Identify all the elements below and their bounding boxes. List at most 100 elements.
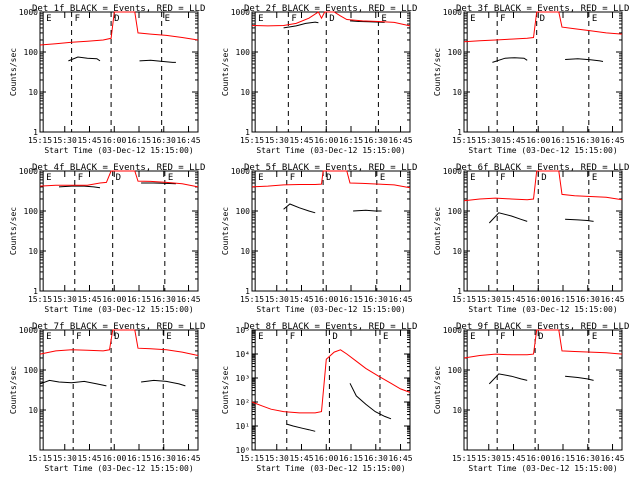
y-tick-label: 1000 bbox=[231, 8, 250, 17]
series-black-line bbox=[68, 56, 101, 62]
x-tick-label: 15:45 bbox=[77, 136, 101, 145]
y-tick-label: 100 bbox=[24, 207, 39, 216]
x-tick-label: 15:30 bbox=[477, 295, 501, 304]
marker-label: E bbox=[470, 14, 475, 24]
x-axis-label: Start Time (03-Dec-12 15:15:00) bbox=[468, 146, 617, 155]
y-tick-label: 1000 bbox=[443, 326, 462, 335]
y-tick-label: 1 bbox=[33, 287, 38, 296]
y-tick-label: 1000 bbox=[443, 167, 462, 176]
x-tick-label: 15:15 bbox=[240, 136, 264, 145]
series-red-line bbox=[463, 170, 623, 202]
marker-label: E bbox=[46, 332, 51, 342]
x-tick-label: 16:00 bbox=[102, 136, 126, 145]
series-black-line bbox=[141, 182, 176, 185]
y-axis-label: Counts/sec bbox=[221, 366, 230, 414]
x-tick-label: 16:45 bbox=[600, 295, 624, 304]
y-tick-label: 100 bbox=[448, 366, 463, 375]
marker-label: E bbox=[258, 332, 263, 342]
y-tick-label: 100 bbox=[448, 207, 463, 216]
y-axis-label: Counts/sec bbox=[221, 207, 230, 255]
series-black-line bbox=[353, 209, 382, 212]
plot-frame bbox=[251, 170, 411, 292]
x-tick-label: 16:30 bbox=[576, 136, 600, 145]
plot-frame bbox=[39, 329, 199, 451]
y-axis-label: Counts/sec bbox=[9, 48, 18, 96]
x-tick-label: 16:15 bbox=[551, 454, 575, 463]
x-tick-label: 15:45 bbox=[501, 295, 525, 304]
x-axis-label: Start Time (03-Dec-12 15:15:00) bbox=[256, 464, 405, 473]
series-black-line bbox=[565, 58, 604, 62]
marker-label: F bbox=[500, 332, 505, 342]
y-tick-label: 10⁰ bbox=[236, 446, 250, 455]
marker-label: E bbox=[380, 173, 385, 183]
x-tick-label: 15:30 bbox=[53, 136, 77, 145]
chart-title: Det 2f BLACK = Events, RED = LLD bbox=[244, 4, 417, 14]
series-black-line bbox=[488, 373, 528, 385]
plot-frame bbox=[463, 170, 623, 292]
y-axis-label: Counts/sec bbox=[433, 366, 442, 414]
chart-title: Det 3f BLACK = Events, RED = LLD bbox=[456, 4, 629, 14]
x-tick-label: 16:00 bbox=[102, 454, 126, 463]
series-red-line bbox=[39, 329, 199, 356]
marker-label: F bbox=[78, 173, 83, 183]
plot-frame bbox=[463, 329, 623, 451]
x-tick-label: 15:15 bbox=[240, 454, 264, 463]
x-tick-label: 16:00 bbox=[102, 295, 126, 304]
y-tick-label: 100 bbox=[24, 48, 39, 57]
x-axis-label: Start Time (03-Dec-12 15:15:00) bbox=[44, 464, 193, 473]
chart-panel-7: Det 7f BLACK = Events, RED = LLD 10 100 100… bbox=[9, 322, 205, 473]
y-tick-label: 1000 bbox=[19, 8, 38, 17]
plot-frame bbox=[251, 329, 411, 451]
y-tick-label: 1000 bbox=[19, 326, 38, 335]
x-tick-label: 15:45 bbox=[289, 295, 313, 304]
series-red-line bbox=[463, 329, 623, 359]
x-tick-label: 15:45 bbox=[289, 454, 313, 463]
y-tick-label: 1 bbox=[457, 287, 462, 296]
series-black-line bbox=[139, 59, 176, 63]
marker-label: E bbox=[470, 332, 475, 342]
marker-label: D bbox=[114, 332, 119, 342]
marker-label: F bbox=[75, 14, 80, 24]
y-axis-label: Counts/sec bbox=[221, 48, 230, 96]
x-tick-label: 16:45 bbox=[176, 136, 200, 145]
chart-panel-3: Det 3f BLACK = Events, RED = LLD 1 10 100 10… bbox=[433, 4, 629, 155]
marker-label: E bbox=[470, 173, 475, 183]
y-tick-label: 10³ bbox=[236, 374, 250, 383]
y-tick-label: 1000 bbox=[443, 8, 462, 17]
y-tick-label: 1 bbox=[33, 128, 38, 137]
y-tick-label: 1000 bbox=[19, 167, 38, 176]
marker-label: E bbox=[46, 14, 51, 24]
plot-frame bbox=[463, 11, 623, 133]
x-tick-label: 16:45 bbox=[176, 295, 200, 304]
x-axis-label: Start Time (03-Dec-12 15:15:00) bbox=[44, 305, 193, 314]
series-black-line bbox=[488, 212, 528, 224]
marker-label: F bbox=[76, 332, 81, 342]
x-tick-label: 16:00 bbox=[526, 454, 550, 463]
chart-panel-6: Det 6f BLACK = Events, RED = LLD 1 10 100 10… bbox=[433, 163, 629, 314]
series-red-line bbox=[39, 170, 199, 188]
x-tick-label: 15:30 bbox=[477, 454, 501, 463]
y-tick-label: 10 bbox=[240, 88, 250, 97]
x-tick-label: 16:00 bbox=[526, 295, 550, 304]
chart-panel-4: Det 4f BLACK = Events, RED = LLD 1 10 100 10… bbox=[9, 163, 205, 314]
chart-title: Det 1f BLACK = Events, RED = LLD bbox=[32, 4, 205, 14]
x-tick-label: 15:30 bbox=[265, 295, 289, 304]
marker-label: F bbox=[500, 14, 505, 24]
marker-label: E bbox=[258, 173, 263, 183]
marker-label: D bbox=[538, 332, 543, 342]
series-black-line bbox=[349, 20, 385, 23]
y-tick-label: 10 bbox=[28, 88, 38, 97]
marker-label: D bbox=[540, 14, 545, 24]
y-axis-label: Counts/sec bbox=[433, 207, 442, 255]
x-tick-label: 15:45 bbox=[77, 454, 101, 463]
x-tick-label: 15:15 bbox=[240, 295, 264, 304]
x-tick-label: 16:15 bbox=[127, 454, 151, 463]
series-black-line bbox=[141, 379, 186, 387]
marker-label: D bbox=[329, 14, 334, 24]
series-black-line bbox=[492, 57, 528, 63]
x-tick-label: 16:30 bbox=[364, 136, 388, 145]
chart-panel-9: Det 9f BLACK = Events, RED = LLD 10 100 100… bbox=[433, 322, 629, 473]
x-tick-label: 16:00 bbox=[314, 454, 338, 463]
series-red-line bbox=[251, 349, 411, 414]
x-tick-label: 15:15 bbox=[452, 454, 476, 463]
